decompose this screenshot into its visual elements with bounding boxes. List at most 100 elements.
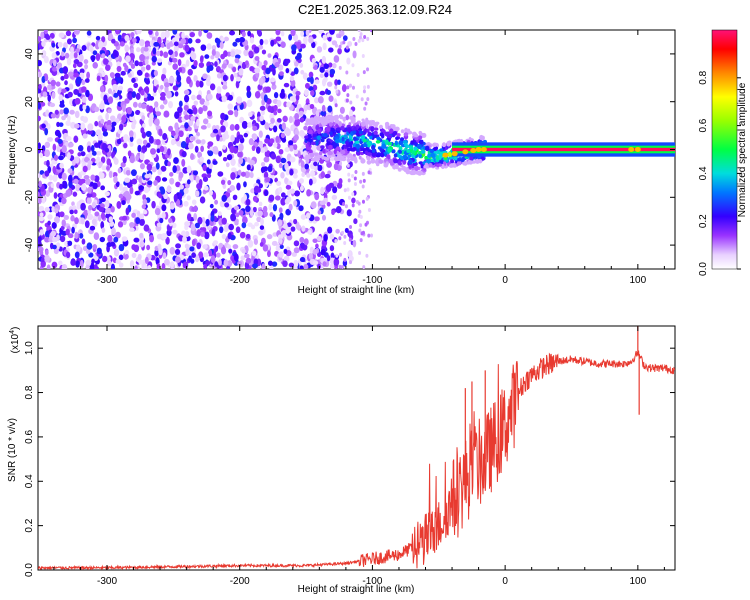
noise-speckle: [61, 88, 67, 94]
noise-speckle: [329, 30, 335, 35]
noise-speckle: [244, 60, 249, 66]
noise-speckle: [288, 34, 293, 41]
noise-speckle: [239, 116, 245, 124]
noise-speckle: [190, 115, 196, 122]
noise-speckle: [67, 233, 74, 239]
noise-speckle: [193, 75, 198, 82]
noise-speckle: [47, 94, 52, 102]
noise-speckle: [63, 73, 69, 80]
noise-speckle: [286, 222, 292, 228]
noise-speckle: [261, 109, 265, 116]
signal-cell: [334, 138, 340, 144]
noise-speckle: [264, 150, 271, 158]
noise-speckle: [38, 216, 45, 222]
noise-speckle: [178, 43, 184, 49]
noise-speckle: [333, 258, 340, 266]
noise-speckle: [202, 104, 208, 112]
noise-speckle: [197, 151, 203, 159]
noise-speckle: [96, 75, 101, 82]
signal-cell: [359, 151, 364, 156]
noise-speckle: [100, 212, 106, 220]
noise-speckle: [338, 34, 342, 39]
noise-speckle: [322, 42, 327, 51]
noise-speckle: [251, 250, 257, 257]
noise-speckle: [354, 170, 358, 175]
noise-speckle: [171, 222, 177, 229]
noise-speckle: [263, 60, 268, 66]
noise-speckle: [230, 158, 236, 166]
noise-speckle: [63, 107, 70, 115]
colorbar-tick-label: 0.8: [698, 70, 709, 84]
noise-speckle: [366, 84, 370, 89]
noise-speckle: [216, 134, 220, 142]
noise-speckle: [293, 67, 299, 75]
x-tick-label: -100: [362, 576, 382, 587]
signal-cell: [355, 140, 360, 144]
noise-speckle: [152, 91, 157, 97]
noise-speckle: [276, 99, 282, 107]
noise-speckle: [241, 248, 246, 254]
noise-speckle: [146, 244, 151, 251]
noise-speckle: [273, 91, 279, 99]
signal-cell: [373, 134, 378, 139]
signal-cell: [400, 137, 405, 141]
noise-speckle: [346, 209, 352, 217]
noise-speckle: [81, 96, 87, 103]
noise-speckle: [291, 94, 297, 103]
noise-speckle: [85, 89, 90, 98]
noise-speckle: [52, 244, 57, 250]
noise-speckle: [67, 174, 73, 183]
noise-speckle: [131, 178, 138, 185]
noise-speckle: [222, 85, 228, 90]
noise-speckle: [38, 71, 43, 78]
signal-cell: [439, 148, 444, 152]
signal-cell: [358, 130, 364, 135]
noise-speckle: [351, 192, 355, 197]
noise-speckle: [144, 256, 149, 265]
noise-speckle: [338, 264, 342, 269]
noise-speckle: [343, 234, 347, 239]
noise-speckle: [202, 222, 207, 228]
noise-speckle: [347, 250, 351, 255]
signal-cell: [320, 138, 325, 143]
noise-speckle: [152, 47, 157, 55]
noise-speckle: [332, 185, 338, 194]
noise-speckle: [168, 125, 173, 132]
noise-speckle: [290, 79, 296, 87]
noise-speckle: [351, 174, 355, 179]
signal-cell: [416, 143, 422, 150]
noise-speckle: [38, 205, 45, 212]
noise-speckle: [161, 212, 166, 220]
noise-speckle: [195, 80, 200, 88]
noise-speckle: [245, 198, 251, 206]
noise-speckle: [163, 51, 169, 59]
noise-speckle: [273, 142, 278, 148]
noise-speckle: [190, 52, 197, 61]
noise-speckle: [160, 165, 167, 172]
noise-speckle: [199, 196, 206, 204]
noise-speckle: [184, 243, 189, 249]
noise-speckle: [164, 82, 170, 88]
noise-speckle: [280, 197, 286, 206]
noise-speckle: [353, 176, 357, 181]
signal-cell: [333, 143, 337, 149]
signal-cell: [410, 140, 414, 145]
noise-speckle: [261, 263, 266, 269]
noise-speckle: [142, 209, 148, 215]
noise-speckle: [155, 31, 159, 37]
noise-speckle: [69, 51, 74, 59]
signal-cell: [340, 149, 346, 155]
noise-speckle: [270, 153, 277, 160]
snr-ylabel: SNR (10 * v/v): [7, 418, 18, 482]
noise-speckle: [157, 243, 162, 250]
noise-speckle: [83, 59, 89, 65]
noise-speckle: [130, 47, 134, 55]
noise-speckle: [261, 49, 267, 55]
noise-speckle: [293, 144, 298, 150]
y-tick-label: 20: [24, 96, 35, 108]
noise-speckle: [227, 232, 232, 240]
noise-speckle: [123, 142, 128, 149]
noise-speckle: [137, 253, 142, 260]
noise-speckle: [221, 194, 227, 202]
noise-speckle: [43, 30, 48, 35]
